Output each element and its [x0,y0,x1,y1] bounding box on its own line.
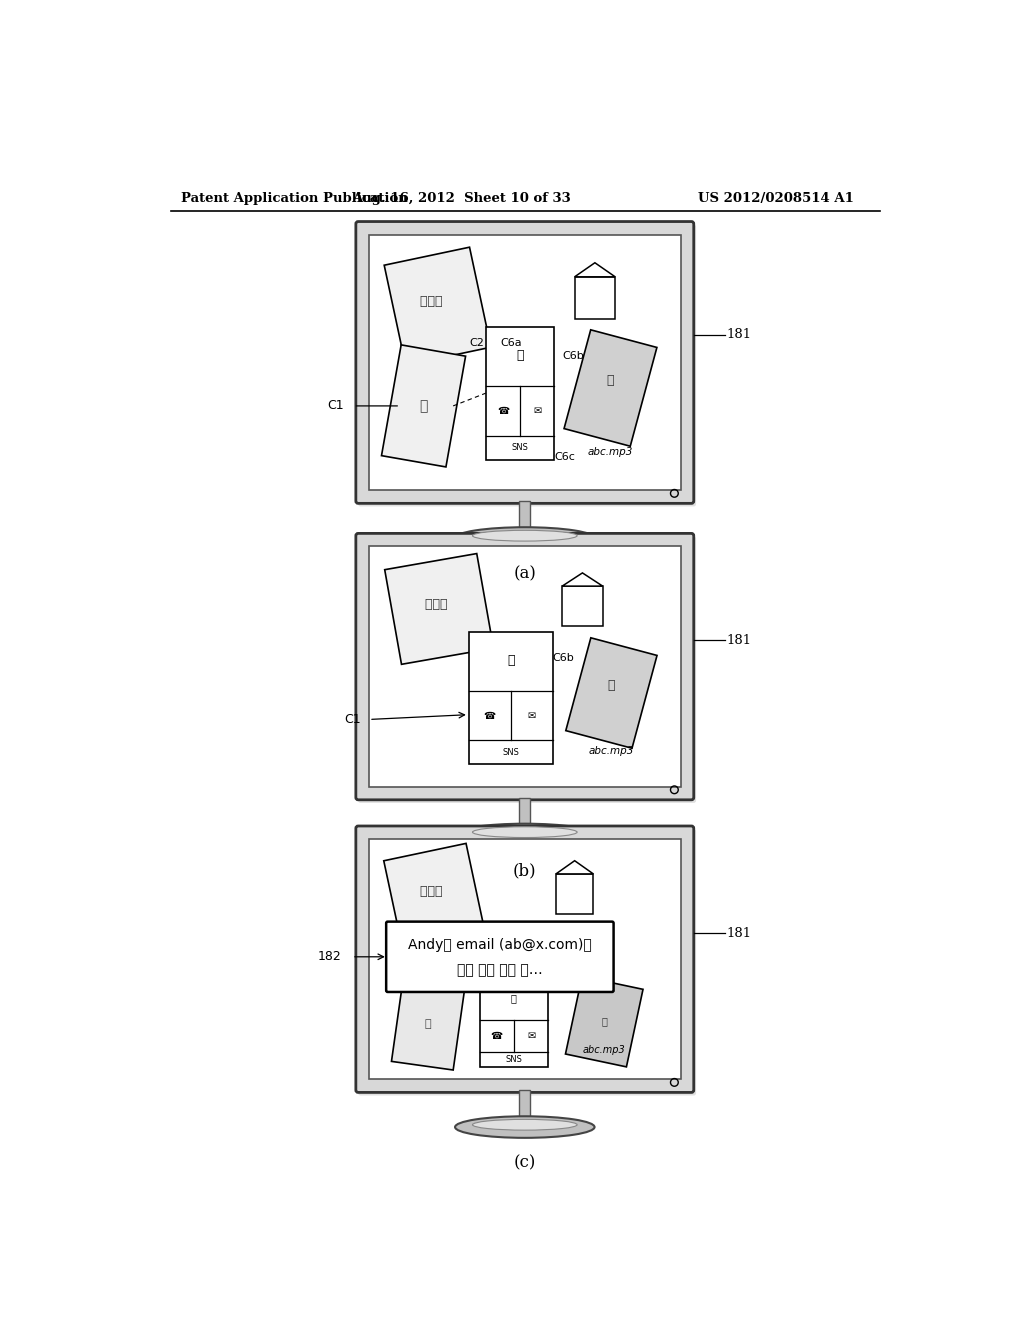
Text: ✉: ✉ [527,1031,536,1040]
Text: C1: C1 [345,713,361,726]
Text: abc.mp3: abc.mp3 [588,447,633,457]
Polygon shape [385,553,494,664]
Text: ✉: ✉ [534,407,542,416]
FancyBboxPatch shape [386,921,613,991]
FancyBboxPatch shape [356,222,693,503]
Ellipse shape [455,824,595,845]
Text: C6b: C6b [562,351,584,362]
Polygon shape [562,573,603,586]
Text: SNS: SNS [512,444,528,453]
Polygon shape [574,263,615,277]
Text: C2: C2 [469,338,484,348]
Bar [519,1090,530,1119]
Polygon shape [384,843,485,950]
Text: US 2012/0208514 A1: US 2012/0208514 A1 [697,191,853,205]
Text: 🧑: 🧑 [420,399,428,413]
Text: FIG.14: FIG.14 [420,238,503,260]
FancyBboxPatch shape [358,224,696,507]
Text: 🧑‍🤝‍🧑: 🧑‍🤝‍🧑 [420,886,442,899]
Bar [562,586,603,626]
FancyBboxPatch shape [356,533,693,800]
Text: C1: C1 [328,400,344,412]
Polygon shape [565,977,643,1067]
Text: 🤠: 🤠 [511,993,517,1003]
Text: C6c: C6c [555,451,575,462]
Text: (b): (b) [513,862,537,879]
Text: C6a: C6a [500,338,521,348]
Text: Patent Application Publication: Patent Application Publication [180,191,408,205]
Polygon shape [564,330,657,446]
Bar [469,632,553,764]
Text: abc.mp3: abc.mp3 [583,1045,626,1056]
Bar [519,797,530,826]
Text: abc.mp3: abc.mp3 [589,746,634,755]
Ellipse shape [472,1119,578,1130]
Text: 🧑‍🤝‍🧑: 🧑‍🤝‍🧑 [420,294,442,308]
Text: 181: 181 [726,329,752,342]
FancyBboxPatch shape [356,826,693,1093]
Ellipse shape [472,531,578,541]
Ellipse shape [455,1117,595,1138]
Text: 🧑: 🧑 [425,1019,431,1030]
Polygon shape [556,861,593,874]
Text: (c): (c) [514,1155,536,1172]
Text: (a): (a) [513,566,537,582]
Text: 181: 181 [726,634,752,647]
Text: 사진 파일 전송 중…: 사진 파일 전송 중… [457,964,543,977]
Bar [485,326,554,459]
Polygon shape [382,345,466,467]
Bar [519,502,530,531]
Text: 🎭: 🎭 [601,1016,607,1027]
Text: 🤠: 🤠 [516,350,524,363]
Text: 🎭: 🎭 [607,680,615,692]
Text: 181: 181 [726,927,752,940]
Text: ☎: ☎ [490,1031,503,1040]
Bar [369,235,681,490]
FancyBboxPatch shape [358,536,696,803]
Text: ☎: ☎ [497,407,509,416]
Polygon shape [384,247,490,366]
Text: Andy의 email (ab@x.com)로: Andy의 email (ab@x.com)로 [408,939,592,952]
Ellipse shape [472,826,578,837]
Polygon shape [566,638,657,748]
Text: 182: 182 [318,950,342,964]
Polygon shape [391,978,465,1071]
Text: Aug. 16, 2012  Sheet 10 of 33: Aug. 16, 2012 Sheet 10 of 33 [352,191,570,205]
Text: C6b: C6b [553,653,574,663]
Bar [574,277,615,319]
Text: ✉: ✉ [527,710,536,721]
FancyBboxPatch shape [358,829,696,1096]
Bar [556,874,593,913]
Text: 🎭: 🎭 [607,374,614,387]
Bar [369,840,681,1080]
Bar [369,546,681,787]
Text: 🤠: 🤠 [507,655,514,668]
Text: SNS: SNS [503,747,519,756]
Text: 🧑‍🤝‍🧑: 🧑‍🤝‍🧑 [425,598,447,611]
Text: ☎: ☎ [483,710,496,721]
Bar [479,981,548,1068]
Text: SNS: SNS [506,1055,522,1064]
Ellipse shape [455,527,595,549]
